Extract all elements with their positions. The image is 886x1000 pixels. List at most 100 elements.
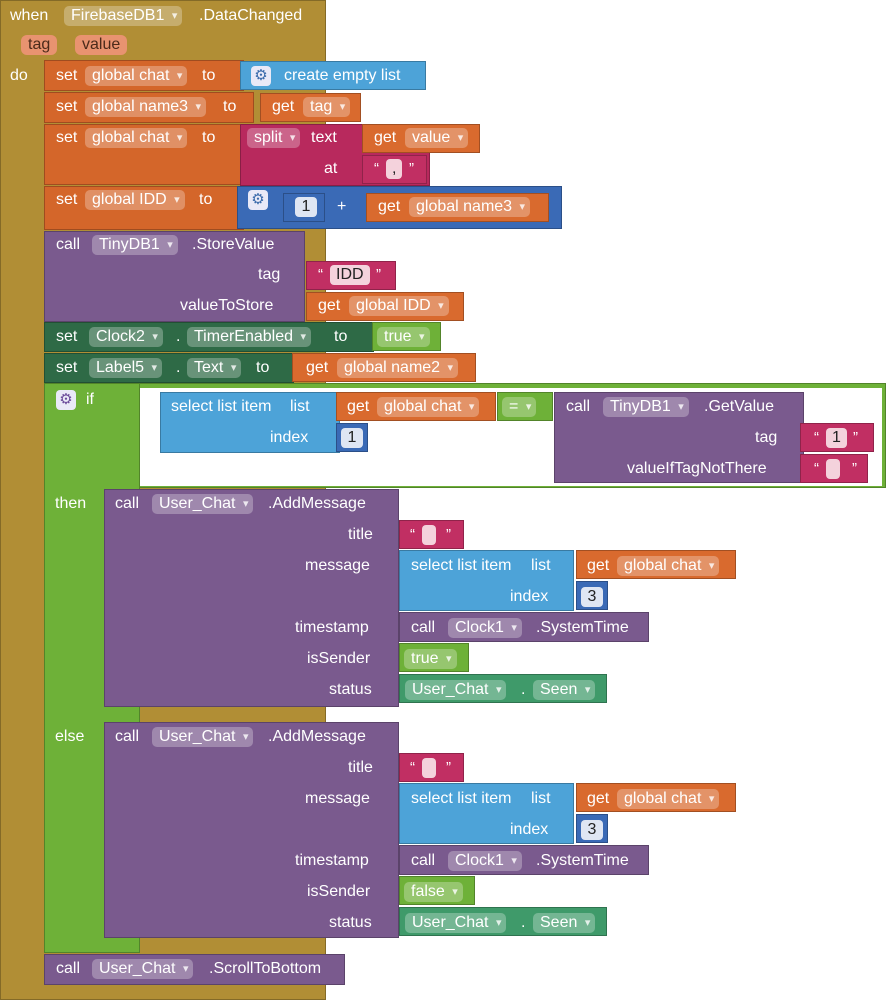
to-label: to [202,67,216,84]
gear-icon[interactable]: ⚙ [56,390,76,410]
call-label: call [411,852,436,869]
clock-systemtime-block[interactable] [399,845,649,875]
method-label-addmessage: .AddMessage [268,728,366,745]
var-dropdown-global-chat[interactable]: global chat [85,128,188,148]
property-dropdown-seen[interactable]: Seen [533,680,596,700]
status-socket-label: status [329,681,372,698]
open-quote-icon: “ [410,526,415,543]
var-dropdown-global-chat[interactable]: global chat [617,556,720,576]
method-label-systemtime: .SystemTime [536,619,629,636]
gear-icon[interactable]: ⚙ [251,66,271,86]
message-socket-label: message [305,557,370,574]
close-quote-icon: ” [376,266,381,283]
select-list-item-block[interactable] [399,550,574,611]
close-quote-icon: ” [409,160,414,177]
dot-label: . [176,328,181,345]
component-dropdown-user-chat[interactable]: User_Chat [405,913,507,933]
get-label: get [587,790,610,807]
string-empty-value[interactable] [422,525,436,545]
number-value-1[interactable]: 1 [295,197,317,217]
if-label: if [86,391,94,408]
property-dropdown-timerenabled[interactable]: TimerEnabled [187,327,312,347]
method-label-systemtime: .SystemTime [536,852,629,869]
component-dropdown-user-chat[interactable]: User_Chat [405,680,507,700]
valuetostore-socket-label: valueToStore [180,297,274,314]
var-dropdown-tag[interactable]: tag [303,97,351,117]
plus-label: + [337,198,347,215]
boolean-dropdown-false[interactable]: false [404,882,463,902]
boolean-dropdown-true[interactable]: true [404,649,457,669]
get-label: get [306,359,329,376]
param-value[interactable]: value [75,35,128,55]
index-socket-label: index [510,588,549,605]
boolean-dropdown-true[interactable]: true [377,327,430,347]
text-label: text [311,129,337,146]
set-label: set [56,359,78,376]
select-list-item-label: select list item [411,557,512,574]
component-dropdown-firebasedb1[interactable]: FirebaseDB1 [64,6,183,26]
number-value-3[interactable]: 3 [581,820,603,840]
var-dropdown-global-chat[interactable]: global chat [377,397,480,417]
property-dropdown-text[interactable]: Text [187,358,242,378]
list-socket-label: list [531,557,551,574]
component-dropdown-clock2[interactable]: Clock2 [89,327,163,347]
number-value-1[interactable]: 1 [341,428,363,448]
gear-icon[interactable]: ⚙ [248,190,268,210]
set-label: set [56,98,78,115]
var-dropdown-global-name2[interactable]: global name2 [337,358,459,378]
var-dropdown-value[interactable]: value [405,128,469,148]
string-1-value[interactable]: 1 [826,428,847,448]
select-list-item-block[interactable] [160,392,340,453]
select-list-item-label: select list item [171,398,272,415]
set-label5-text-block[interactable] [44,353,294,383]
get-label: get [318,297,341,314]
to-label: to [223,98,237,115]
dot-label: . [176,359,181,376]
then-addmessage-block[interactable] [104,489,399,707]
call-label: call [566,398,591,415]
list-socket-label: list [290,398,310,415]
open-quote-icon: “ [814,429,819,446]
select-list-item-block[interactable] [399,783,574,844]
event-name-label: .DataChanged [199,7,303,24]
component-dropdown-user-chat[interactable]: User_Chat [92,959,194,979]
index-socket-label: index [270,429,309,446]
list-socket-label: list [531,790,551,807]
component-dropdown-label5[interactable]: Label5 [89,358,163,378]
component-dropdown-tinydb1[interactable]: TinyDB1 [92,235,178,255]
method-label-storevalue: .StoreValue [192,236,275,253]
string-comma-value[interactable]: , [386,159,403,179]
var-dropdown-global-idd[interactable]: global IDD [349,296,449,316]
at-label: at [324,160,338,177]
component-dropdown-user-chat[interactable]: User_Chat [152,494,254,514]
component-dropdown-user-chat[interactable]: User_Chat [152,727,254,747]
component-dropdown-clock1[interactable]: Clock1 [448,618,522,638]
string-empty-value[interactable] [826,459,840,479]
var-dropdown-global-idd[interactable]: global IDD [85,190,185,210]
call-label: call [115,728,140,745]
operator-dropdown-equals[interactable]: = [502,397,537,417]
number-value-3[interactable]: 3 [581,587,603,607]
create-empty-list-label: create empty list [284,67,401,84]
split-dropdown[interactable]: split [247,128,301,148]
get-label: get [272,98,295,115]
var-dropdown-global-chat[interactable]: global chat [85,66,188,86]
timestamp-socket-label: timestamp [295,619,369,636]
set-label: set [56,67,78,84]
to-label: to [256,359,270,376]
component-dropdown-tinydb1[interactable]: TinyDB1 [603,397,689,417]
string-empty-value[interactable] [422,758,436,778]
var-dropdown-global-chat[interactable]: global chat [617,789,720,809]
to-label: to [334,328,348,345]
method-label-addmessage: .AddMessage [268,495,366,512]
create-empty-list-block[interactable] [240,61,426,90]
clock-systemtime-block[interactable] [399,612,649,642]
string-idd-value[interactable]: IDD [330,265,370,285]
when-label: when [10,7,49,24]
var-dropdown-global-name3[interactable]: global name3 [409,197,531,217]
property-dropdown-seen[interactable]: Seen [533,913,596,933]
component-dropdown-clock1[interactable]: Clock1 [448,851,522,871]
param-tag[interactable]: tag [21,35,58,55]
else-addmessage-block[interactable] [104,722,399,938]
var-dropdown-global-name3[interactable]: global name3 [85,97,207,117]
